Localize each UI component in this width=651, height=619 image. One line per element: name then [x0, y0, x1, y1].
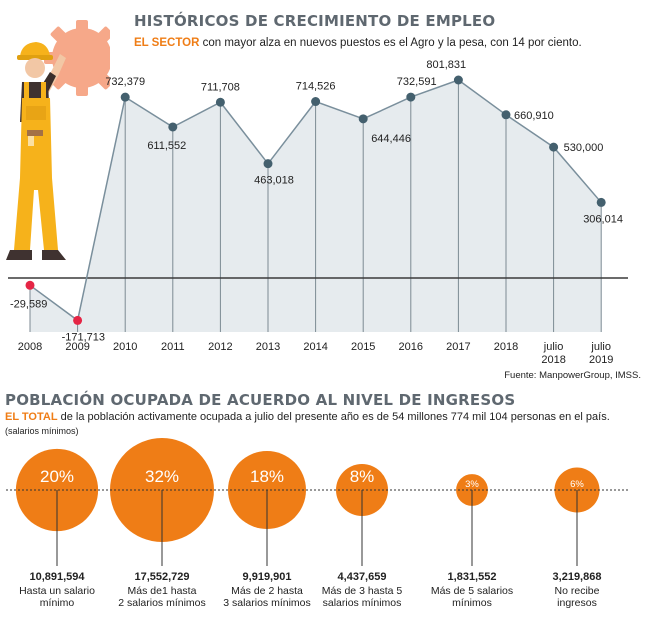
data-point [311, 97, 321, 107]
bubble-value: 3,219,868 [553, 571, 602, 583]
value-label: 644,446 [371, 133, 411, 145]
worker-overalls [14, 82, 58, 250]
data-point [73, 315, 83, 325]
employment-chart: -29,589 -171,713 732,379 611,552 711,708 463,… [8, 59, 628, 366]
bubble-category-label: Más de1 hasta 2 salarios mínimos [118, 585, 206, 609]
data-point [168, 122, 178, 132]
value-label: 306,014 [583, 213, 623, 225]
x-tick-label: 2013 [256, 341, 280, 353]
value-label: 530,000 [564, 142, 604, 154]
data-point [25, 280, 35, 290]
bubble-value: 9,919,901 [243, 571, 292, 583]
percent-label: 18% [250, 467, 284, 486]
bubble-category-label: Más de 2 hasta 3 salarios mínimos [223, 585, 311, 609]
bubble-category-label: Más de 3 hasta 5 salarios mínimos [322, 585, 403, 609]
percent-label: 32% [145, 467, 179, 486]
percent-label: 3% [465, 479, 479, 490]
worker-head [25, 58, 45, 78]
data-point [215, 97, 225, 107]
x-tick-label: 2009 [65, 341, 89, 353]
bubble-value: 17,552,729 [134, 571, 189, 583]
x-tick-label: 2017 [446, 341, 470, 353]
bubble-value: 10,891,594 [29, 571, 85, 583]
data-point [120, 92, 130, 102]
percent-label: 8% [350, 467, 375, 486]
value-label: 711,708 [201, 81, 240, 93]
bubble-category-label: No recibe ingresos [555, 585, 600, 609]
chart1-subtitle-text: con mayor alza en nuevos puestos es el A… [199, 37, 582, 49]
x-tick-label: 2015 [351, 341, 375, 353]
gear-icon [44, 20, 110, 96]
x-tick-label: 2012 [208, 341, 232, 353]
value-label: 732,379 [105, 76, 145, 88]
worker-helmet [17, 42, 53, 60]
x-tick-label: 2008 [18, 341, 42, 353]
data-point [549, 142, 559, 152]
value-label: -171,713 [62, 331, 105, 343]
value-label: 714,526 [296, 81, 336, 93]
chart2-note: (salarios mínimos) [5, 426, 79, 436]
chart2-subtitle: EL TOTAL de la población activamente ocu… [5, 411, 610, 423]
worker-boots [6, 250, 66, 260]
x-tick-label: julio 2019 [589, 341, 613, 366]
value-label: 660,910 [514, 110, 554, 122]
value-label: 611,552 [147, 140, 186, 152]
chart2-subtitle-text: de la población activamente ocupada a ju… [57, 411, 610, 423]
percent-label: 20% [40, 467, 74, 486]
chart1-source: Fuente: ManpowerGroup, IMSS. [504, 370, 641, 381]
x-tick-label: 2018 [494, 341, 518, 353]
x-tick-label: 2010 [113, 341, 137, 353]
data-point [406, 92, 416, 102]
x-tick-label: julio 2018 [541, 341, 565, 366]
bubble-value: 4,437,659 [338, 571, 387, 583]
value-label: 801,831 [426, 59, 466, 71]
chart1-subtitle: EL SECTOR con mayor alza en nuevos puest… [134, 37, 582, 49]
chart2-subtitle-accent: EL TOTAL [5, 411, 58, 423]
chart1-title: HISTÓRICOS DE CRECIMIENTO DE EMPLEO [134, 12, 496, 30]
bubble-category-label: Hasta un salario mínimo [19, 585, 95, 609]
value-label: -29,589 [10, 298, 47, 310]
value-label: 732,591 [397, 76, 437, 88]
x-tick-label: 2014 [303, 341, 327, 353]
worker-illustration [6, 20, 110, 260]
chart2-title: POBLACIÓN OCUPADA DE ACUERDO AL NIVEL DE… [5, 391, 516, 409]
data-point [263, 159, 273, 169]
bubble-value: 1,831,552 [448, 571, 497, 583]
data-point [358, 114, 368, 124]
value-label: 463,018 [254, 175, 294, 187]
data-point [453, 75, 463, 85]
bubble-category-label: Más de 5 salarios mínimos [431, 585, 513, 609]
data-point [596, 197, 606, 207]
percent-label: 6% [570, 479, 584, 490]
x-tick-label: 2016 [399, 341, 423, 353]
chart1-subtitle-accent: EL SECTOR [134, 37, 200, 49]
x-tick-label: 2011 [161, 341, 185, 353]
data-point [501, 110, 511, 120]
